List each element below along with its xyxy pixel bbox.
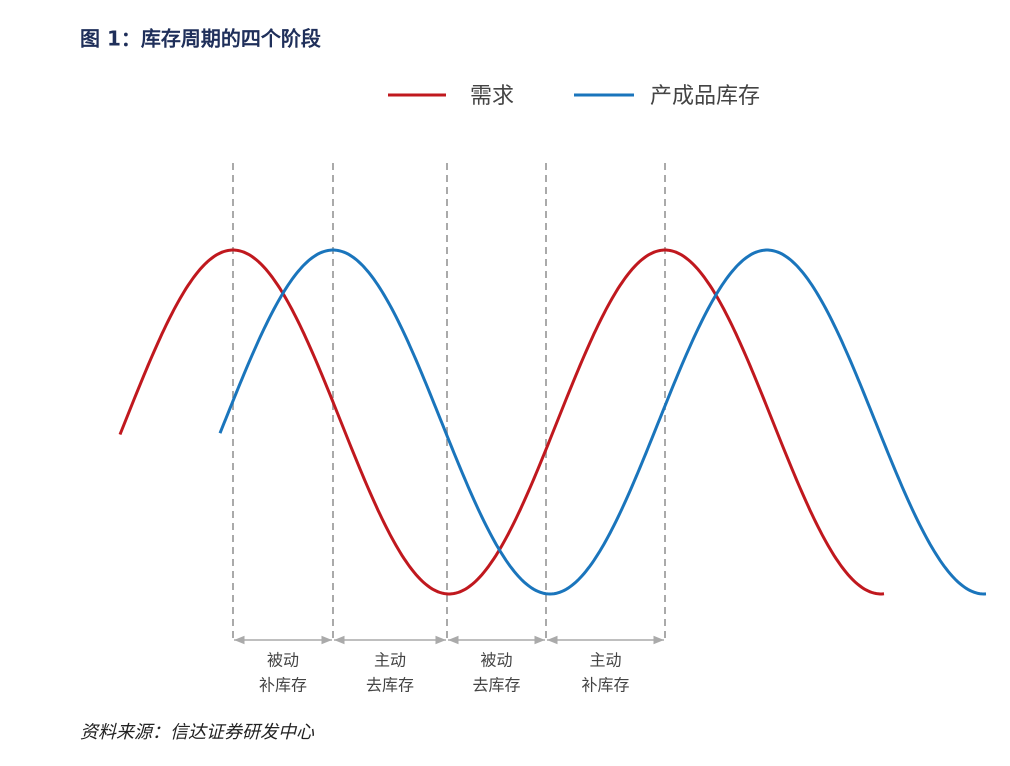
demand-curve [118,248,885,596]
phase-label: 被动 [480,651,512,670]
phase-label: 主动 [374,651,406,670]
inventory-curve [218,248,987,596]
title: 图 1：库存周期的四个阶段 [80,27,321,51]
phase-label: 主动 [589,651,621,670]
legend-label: 产成品库存 [650,84,760,109]
source: 资料来源：信达证券研发中心 [80,722,315,743]
phase-label: 去库存 [366,676,414,695]
phase-label: 补库存 [581,676,629,695]
phase-label: 被动 [267,651,299,670]
phase-label: 补库存 [259,676,307,695]
phase-label: 去库存 [472,676,520,695]
legend-label: 需求 [470,84,514,109]
